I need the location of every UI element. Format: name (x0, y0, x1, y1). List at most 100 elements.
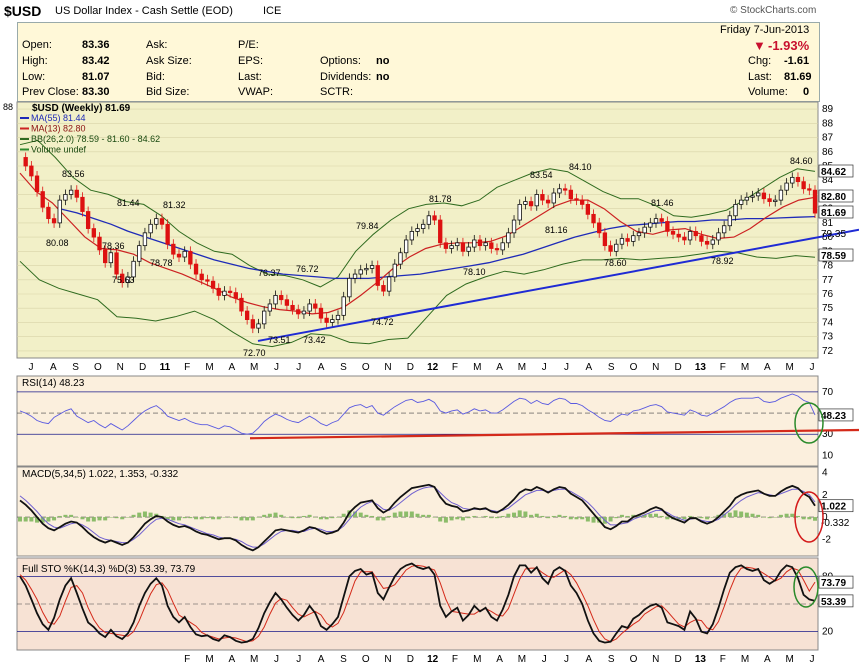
candle-down (438, 219, 443, 244)
candle-down (795, 176, 801, 183)
candle-down (489, 242, 494, 249)
price-legend-entry: MA(55) 81.44 (31, 113, 86, 123)
candle-down (432, 215, 437, 221)
candle-down (625, 238, 630, 242)
macd-histogram-bar (750, 513, 755, 518)
candle-up (619, 238, 625, 245)
macd-histogram-bar (472, 515, 477, 518)
macd-histogram-bar (273, 512, 278, 518)
price-annotation: 76.37 (258, 268, 281, 278)
x-axis-tick: M (518, 362, 526, 373)
candle-up (756, 192, 761, 197)
macd-histogram-bar (489, 517, 494, 519)
macd-histogram-bar (256, 517, 261, 518)
macd-histogram-bar (381, 517, 386, 521)
price-annotation: 78.92 (711, 256, 734, 266)
instrument-name: US Dollar Index - Cash Settle (EOD) (55, 5, 233, 17)
macd-histogram-bar (466, 517, 471, 519)
ask-size-label: Ask Size: (146, 55, 192, 67)
candle-down (494, 248, 500, 251)
macd-histogram-bar (688, 515, 693, 518)
price-annotation: 80.08 (46, 238, 69, 248)
quote-date: Friday 7-Jun-2013 (720, 24, 810, 36)
macd-histogram-bar (784, 513, 789, 518)
candle-up (687, 231, 693, 241)
candle-up (421, 223, 426, 229)
candle-down (699, 235, 704, 242)
candle-down (381, 285, 386, 292)
macd-right-label: -0.332 (821, 518, 850, 529)
x-axis-tick: 11 (160, 362, 171, 373)
candle-down (704, 240, 710, 245)
macd-histogram-bar (74, 517, 79, 518)
candle-up (392, 263, 397, 278)
chart-header: $USD US Dollar Index - Cash Settle (EOD)… (0, 0, 859, 22)
macd-histogram-bar (114, 517, 119, 519)
macd-histogram-bar (733, 510, 738, 518)
x-axis-tick: J (810, 362, 815, 373)
macd-histogram-bar (120, 517, 125, 520)
macd-histogram-bar (739, 511, 744, 518)
macd-histogram-bar (318, 517, 323, 520)
macd-histogram-bar (568, 517, 573, 520)
candle-down (761, 192, 767, 200)
rsi-y-tick: 30 (822, 429, 834, 440)
macd-histogram-bar (517, 510, 522, 518)
price-right-label-box (818, 205, 854, 219)
price-y-tick: 73 (822, 332, 834, 343)
candle-up (500, 242, 505, 251)
candle-up (426, 215, 432, 225)
macd-title: MACD(5,34,5) 1.022, 1.353, -0.332 (22, 469, 179, 480)
macd-histogram-bar (250, 517, 255, 521)
bid-size-label: Bid Size: (146, 86, 190, 98)
candle-up (409, 231, 414, 241)
x-axis-tick: A (50, 362, 57, 373)
x-axis-tick-bottom: J (810, 654, 815, 665)
candle-up (415, 228, 420, 232)
candle-up (784, 182, 789, 191)
last-right-label: Last: (748, 71, 772, 83)
candle-up (142, 232, 148, 247)
x-axis-tick: A (586, 362, 593, 373)
candle-up (483, 242, 488, 247)
macd-histogram-bar (404, 511, 409, 518)
candle-up (511, 219, 517, 234)
price-annotation: 78.36 (102, 241, 125, 251)
candle-up (222, 290, 227, 296)
rsi-highlight-circle (794, 402, 824, 444)
macd-histogram-bar (353, 511, 358, 518)
candle-up (642, 226, 647, 234)
candle-up (648, 222, 653, 228)
macd-histogram-bar (438, 517, 443, 522)
macd-histogram-bar (387, 515, 392, 518)
candle-down (460, 242, 466, 252)
candle-up (256, 323, 261, 329)
macd-histogram-bar (773, 517, 778, 518)
candle-down (318, 307, 324, 319)
candle-up (369, 265, 375, 269)
candle-down (801, 181, 806, 190)
candle-up (63, 194, 68, 201)
candle-down (545, 199, 551, 204)
macd-histogram-bar (228, 517, 233, 518)
macd-histogram-bar (46, 517, 51, 522)
candle-down (807, 188, 812, 191)
candle-up (347, 277, 352, 298)
x-axis-tick-bottom: N (384, 654, 391, 665)
macd-histogram-bar (307, 514, 312, 518)
candle-up (557, 188, 562, 194)
candle-up (125, 276, 131, 284)
candle-down (85, 211, 91, 229)
dividends-label: Dividends: (320, 71, 372, 83)
x-axis-tick-bottom: M (250, 654, 258, 665)
candle-down (239, 297, 244, 312)
price-annotation: 81.46 (651, 198, 674, 208)
bid-label: Bid: (146, 71, 165, 83)
candle-up (131, 260, 136, 278)
price-legend-entry: BB(26,2.0) 78.59 - 81.60 - 84.62 (31, 134, 160, 144)
candle-down (205, 279, 210, 282)
macd-histogram-bar (97, 517, 102, 521)
macd-histogram-bar (512, 512, 517, 518)
macd-histogram-bar (477, 517, 482, 518)
